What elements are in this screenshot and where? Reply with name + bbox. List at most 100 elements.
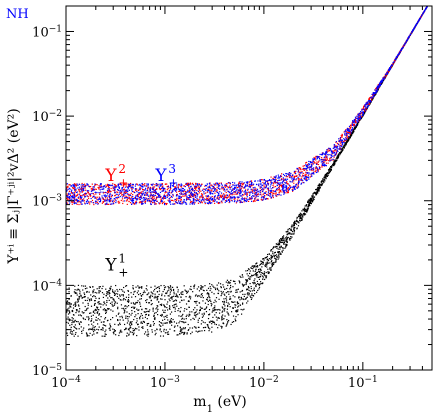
scatter-point (216, 182, 218, 184)
scatter-point (231, 307, 234, 309)
scatter-point (76, 191, 78, 193)
scatter-point (109, 325, 111, 327)
scatter-point (265, 275, 268, 277)
scatter-point (141, 314, 143, 317)
scatter-point (324, 158, 326, 160)
scatter-point (211, 326, 213, 328)
scatter-point (160, 196, 162, 198)
scatter-point (265, 257, 267, 259)
scatter-point (304, 178, 306, 180)
scatter-point (83, 292, 85, 294)
scatter-point (219, 191, 221, 193)
scatter-point (352, 129, 355, 131)
scatter-point (355, 124, 357, 127)
scatter-point (188, 313, 190, 315)
scatter-point (333, 155, 335, 157)
scatter-point (194, 202, 196, 204)
scatter-point (100, 329, 102, 331)
scatter-point (295, 170, 297, 172)
scatter-point (189, 182, 191, 184)
scatter-point (82, 312, 84, 314)
scatter-point (275, 178, 277, 181)
scatter-point (113, 304, 116, 306)
scatter-point (313, 158, 315, 160)
scatter-point (129, 202, 132, 204)
scatter-point (190, 192, 192, 194)
scatter-point (93, 300, 96, 302)
scatter-point (166, 316, 168, 319)
scatter-point (199, 330, 201, 332)
scatter-point (100, 199, 102, 202)
scatter-point (140, 313, 142, 315)
scatter-point (247, 292, 249, 294)
scatter-point (149, 196, 151, 198)
scatter-point (217, 202, 219, 204)
scatter-point (199, 196, 201, 198)
scatter-point (267, 253, 269, 256)
scatter-point (247, 285, 250, 288)
scatter-point (422, 12, 424, 14)
scatter-point (123, 309, 125, 311)
scatter-point (162, 319, 164, 321)
scatter-point (206, 293, 208, 295)
scatter-point (96, 306, 98, 308)
scatter-point (185, 296, 187, 298)
scatter-point (186, 182, 189, 184)
scatter-point (210, 300, 212, 303)
scatter-point (213, 200, 215, 202)
scatter-point (93, 321, 95, 323)
scatter-point (83, 296, 85, 299)
scatter-point (258, 278, 261, 280)
scatter-point (243, 194, 245, 196)
scatter-point (176, 294, 178, 296)
scatter-point (144, 311, 146, 313)
scatter-point (244, 187, 246, 189)
scatter-point (119, 191, 121, 193)
scatter-point (285, 240, 287, 242)
scatter-point (326, 159, 328, 162)
scatter-point (308, 204, 310, 206)
scatter-point (87, 183, 89, 186)
scatter-point (295, 223, 298, 225)
scatter-point (262, 272, 264, 274)
scatter-point (361, 108, 363, 110)
scatter-point (73, 201, 75, 203)
scatter-point (153, 196, 155, 198)
scatter-point (269, 262, 271, 264)
scatter-point (102, 327, 104, 329)
scatter-point (178, 185, 180, 187)
scatter-point (252, 268, 254, 270)
scatter-point (312, 194, 314, 196)
scatter-point (136, 183, 138, 185)
scatter-point (329, 171, 331, 173)
scatter-point (277, 258, 279, 260)
scatter-point (215, 190, 217, 192)
scatter-point (245, 270, 247, 272)
scatter-point (149, 325, 151, 327)
scatter-point (77, 321, 79, 323)
scatter-point (72, 191, 74, 194)
scatter-point (95, 188, 97, 190)
scatter-point (275, 254, 278, 256)
scatter-point (164, 322, 167, 324)
scatter-point (92, 296, 94, 298)
scatter-point (290, 236, 292, 238)
scatter-point (207, 287, 210, 289)
scatter-point (118, 202, 121, 204)
scatter-point (325, 156, 327, 159)
scatter-point (123, 183, 125, 185)
scatter-point (285, 185, 288, 187)
scatter-point (158, 290, 161, 292)
scatter-point (278, 187, 280, 189)
scatter-point (200, 307, 203, 309)
scatter-point (201, 195, 203, 197)
scatter-point (325, 176, 327, 178)
scatter-point (187, 182, 189, 184)
scatter-point (387, 71, 389, 73)
scatter-point (338, 140, 340, 142)
scatter-point (298, 213, 301, 216)
scatter-point (180, 330, 183, 332)
scatter-point (101, 287, 103, 290)
scatter-point (91, 199, 94, 202)
